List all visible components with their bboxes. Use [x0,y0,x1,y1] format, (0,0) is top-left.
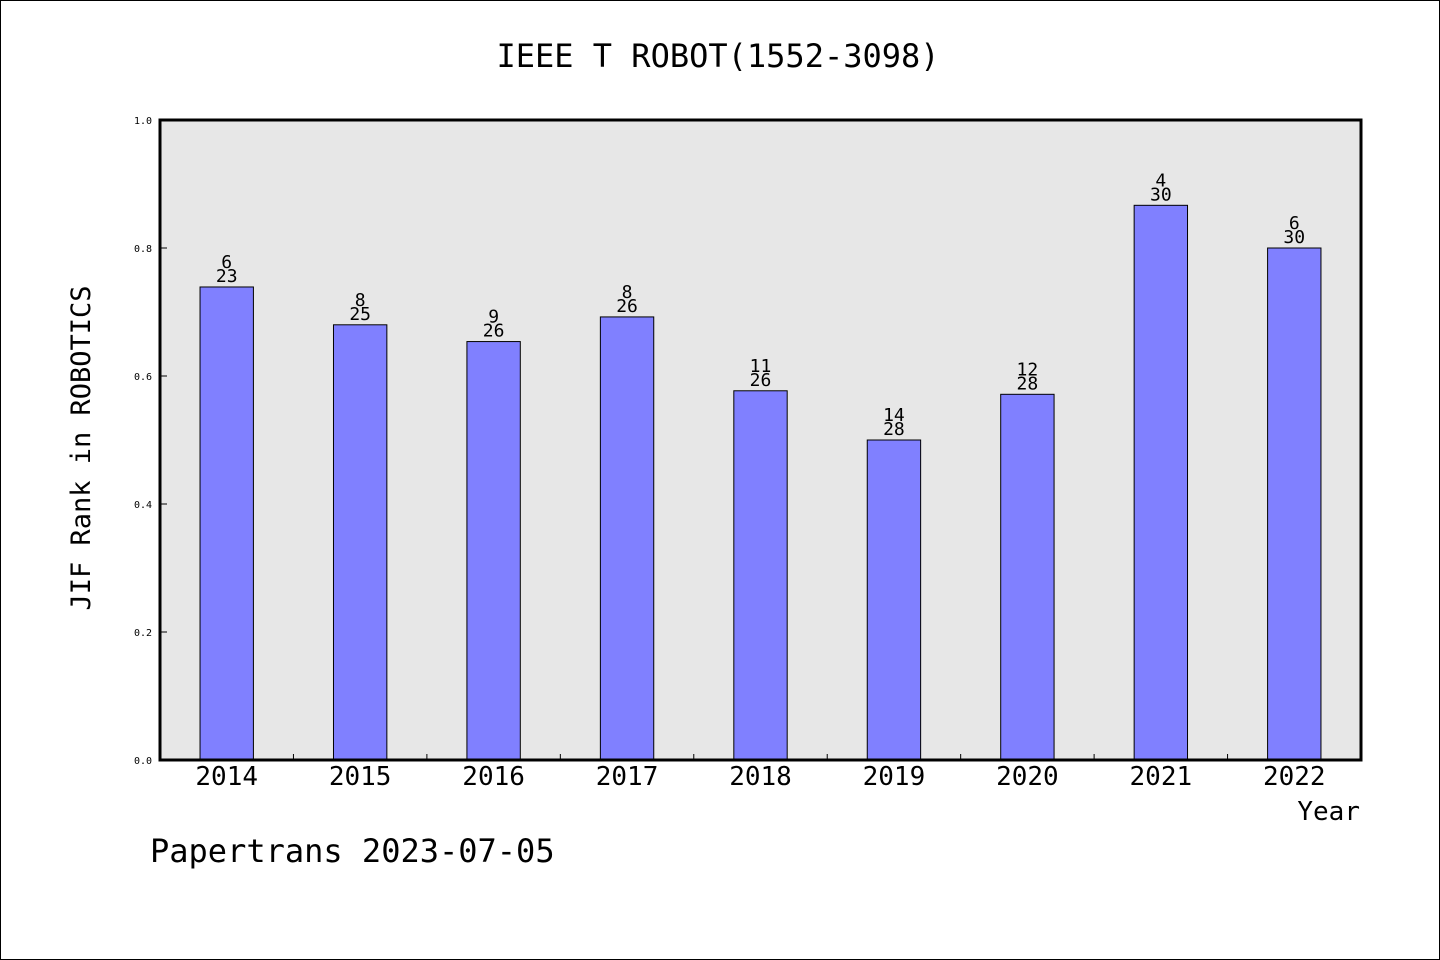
total-label-2015: 25 [349,304,371,325]
x-tick-label-2014: 2014 [195,762,258,792]
x-axis-label: Year [1297,797,1360,827]
bar-2018 [733,390,788,761]
x-tick-label-2015: 2015 [329,762,392,792]
bar-2022 [1267,247,1322,761]
rank-label-2018: 11 [750,356,772,377]
rank-label-2016: 9 [488,307,499,328]
rank-label-2022: 6 [1289,213,1300,234]
bar-2017 [599,316,655,761]
total-label-2021: 30 [1150,184,1172,205]
x-tick-label-2019: 2019 [863,762,926,792]
total-label-2017: 26 [616,296,638,317]
bar-2016 [466,341,521,761]
rank-label-2014: 6 [221,252,232,273]
total-label-2020: 28 [1017,373,1039,394]
total-label-2019: 28 [883,419,905,440]
bar-2019 [866,439,922,761]
y-tick-label-1.0: 1.0 [134,116,152,127]
footer-note: Papertrans 2023-07-05 [150,832,555,870]
y-tick-label-0.2: 0.2 [134,628,152,639]
total-label-2018: 26 [750,370,772,391]
x-tick-label-2017: 2017 [596,762,659,792]
y-tick-label-0.8: 0.8 [134,244,152,255]
x-tick-label-2016: 2016 [462,762,525,792]
total-label-2022: 30 [1283,227,1305,248]
rank-label-2017: 8 [622,282,633,303]
y-tick-label-0.4: 0.4 [134,500,152,511]
bar-2014 [199,286,254,761]
x-tick-label-2018: 2018 [729,762,792,792]
rank-label-2019: 14 [883,405,905,426]
rank-label-2021: 4 [1155,170,1166,191]
x-tick-label-2020: 2020 [996,762,1059,792]
y-tick-label-0.6: 0.6 [134,372,152,383]
rank-label-2020: 12 [1017,359,1039,380]
total-label-2016: 26 [483,321,505,342]
y-axis-label: JIF Rank in ROBOTICS [66,285,97,610]
chart-title: IEEE T ROBOT(1552-3098) [496,37,939,75]
bar-2020 [1000,393,1055,761]
y-tick-label-0.0: 0.0 [134,756,152,767]
total-label-2014: 23 [216,266,238,287]
bar-2015 [332,324,388,761]
plot-border [158,118,1363,762]
rank-label-2015: 8 [355,290,366,311]
x-tick-label-2021: 2021 [1130,762,1193,792]
bar-2021 [1133,204,1189,761]
x-tick-label-2022: 2022 [1263,762,1326,792]
